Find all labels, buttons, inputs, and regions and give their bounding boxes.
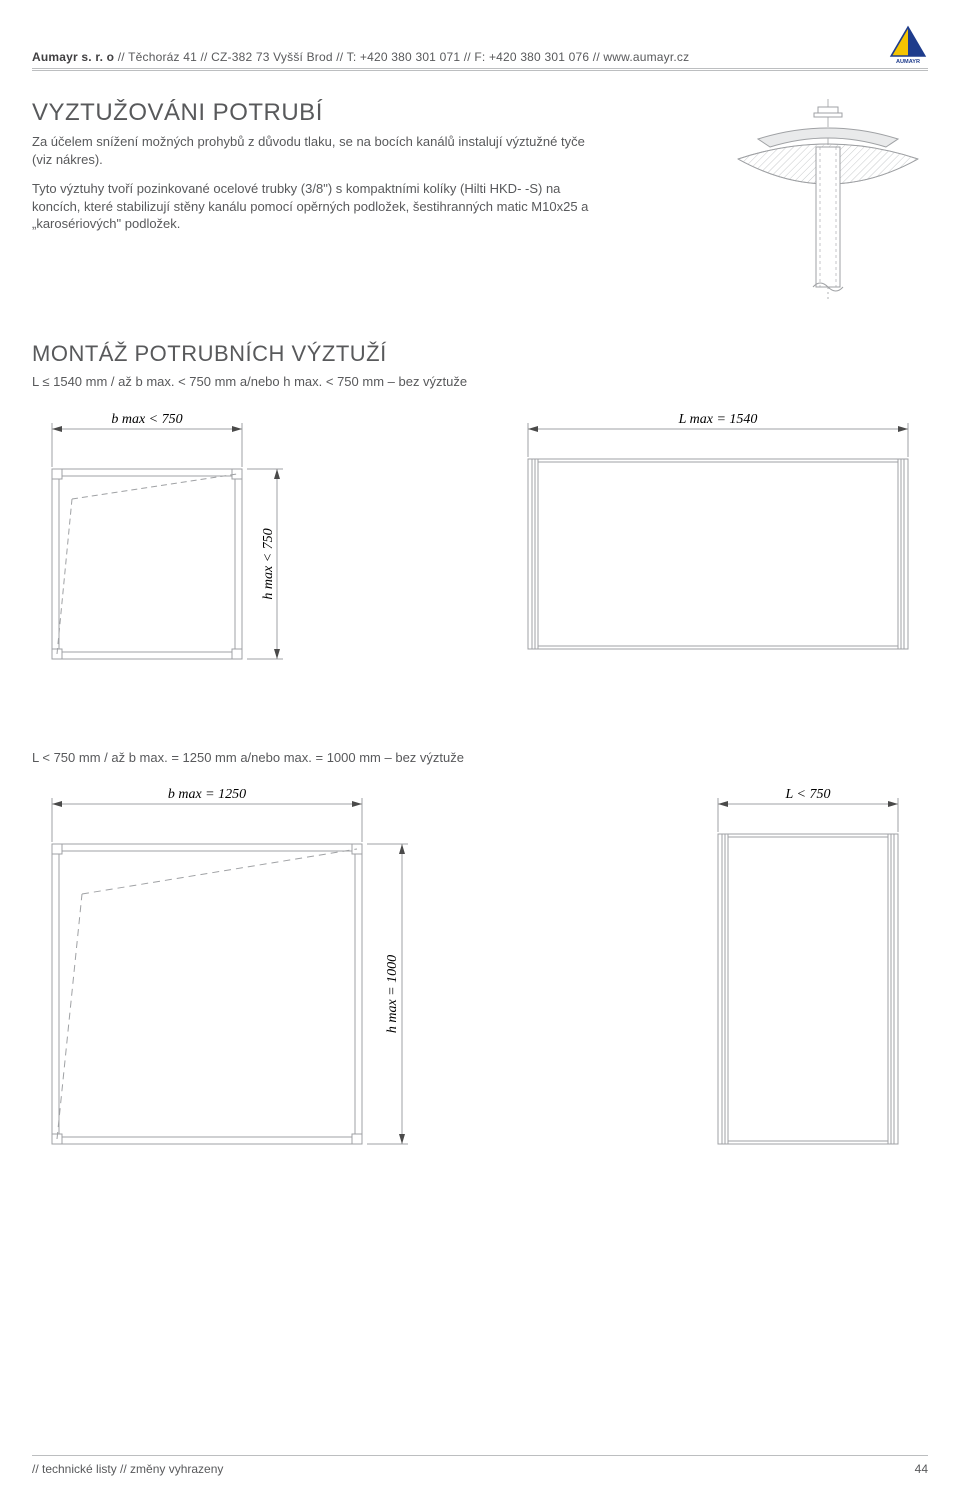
section1-p2: Tyto výztuhy tvoří pozinkované ocelové t…	[32, 180, 592, 233]
diagram-1-right: L max = 1540	[508, 409, 928, 669]
company-name: Aumayr s. r. o	[32, 50, 114, 64]
header-rest: // Těchoráz 41 // CZ-382 73 Vyšší Brod /…	[114, 50, 689, 64]
dim-b-label-2: b max = 1250	[168, 787, 246, 802]
section-reinforcement: VYZTUŽOVÁNI POTRUBÍ Za účelem snížení mo…	[32, 99, 928, 299]
section2-sub1: L ≤ 1540 mm / až b max. < 750 mm a/nebo …	[32, 373, 592, 391]
section2-title: MONTÁŽ POTRUBNÍCH VÝZTUŽÍ	[32, 341, 928, 367]
dim-b-label-1: b max < 750	[111, 412, 182, 427]
footer-left: // technické listy // změny vyhrazeny	[32, 1462, 223, 1476]
reinforcement-detail-drawing	[728, 99, 928, 299]
header-address: Aumayr s. r. o // Těchoráz 41 // CZ-382 …	[32, 50, 689, 64]
diagram-2-left: b max = 1250 h max = 1000	[32, 784, 462, 1164]
section2-sub2: L < 750 mm / až b max. = 1250 mm a/nebo …	[32, 749, 592, 767]
dim-L-label-2: L < 750	[785, 787, 831, 802]
diagram-row-2: b max = 1250 h max = 1000	[32, 784, 928, 1164]
logo-icon: AUMAYR	[888, 24, 928, 64]
section1-title: VYZTUŽOVÁNI POTRUBÍ	[32, 99, 708, 127]
diagram-1-left: b max < 750 h max <	[32, 409, 332, 689]
logo-text: AUMAYR	[896, 59, 920, 64]
company-logo: AUMAYR	[888, 24, 928, 64]
page-header: Aumayr s. r. o // Těchoráz 41 // CZ-382 …	[32, 24, 928, 71]
dim-h-label-2: h max = 1000	[385, 955, 400, 1033]
section1-p1: Za účelem snížení možných prohybů z důvo…	[32, 133, 592, 168]
footer-page: 44	[915, 1462, 928, 1476]
page-footer: // technické listy // změny vyhrazeny 44	[32, 1455, 928, 1476]
dim-h-label-1: h max < 750	[261, 528, 276, 599]
dim-L-label-1: L max = 1540	[678, 412, 758, 427]
diagram-2-right: L < 750	[688, 784, 928, 1164]
diagram-row-1: b max < 750 h max <	[32, 409, 928, 689]
